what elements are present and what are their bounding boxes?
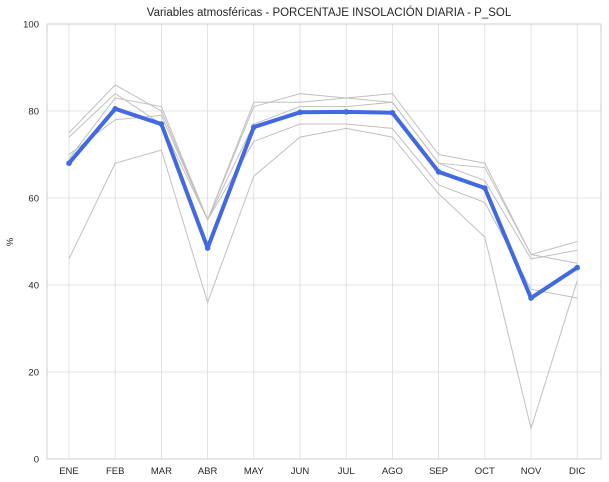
x-tick-label: MAY [244,466,265,477]
main-series-point [574,264,580,271]
grid-layer [47,24,601,459]
main-series-point [343,109,350,115]
main-series-point [297,109,303,116]
x-tick-label: JUL [338,466,355,477]
main-series-group [66,106,580,301]
x-tick-label: OCT [475,466,495,477]
y-tick-label: 60 [28,194,39,205]
main-series-line [67,106,580,301]
y-tick-label: 100 [23,20,39,31]
main-series-point [66,160,72,166]
main-series-point [435,169,442,175]
x-tick-label: JUN [291,466,310,477]
x-tick-label: NOV [521,466,542,477]
y-tick-label: 20 [28,368,39,379]
main-series-point [482,185,488,191]
plot-area-frame [46,23,602,460]
main-series-point [251,124,257,130]
x-tick-label: FEB [106,466,124,477]
background-series-line [68,92,578,260]
chart-title: Variables atmosféricas - PORCENTAJE INSO… [147,6,512,19]
x-tick-label: AGO [382,466,403,477]
main-series-point [112,106,118,112]
main-series-point [528,295,534,301]
main-series-point [158,121,165,127]
y-axis-label: % [5,237,16,246]
main-series-point [389,109,396,116]
y-tick-label: 40 [28,281,39,292]
main-series-point [204,245,211,251]
y-tick-label: 0 [34,455,39,466]
background-series-line [68,84,578,264]
x-tick-labels: ENE FEB MAR ABR MAY JUN JUL AGO SEP OCT NOV DIC [59,466,585,477]
x-tick-label: MAR [151,466,172,477]
x-tick-label: DIC [569,466,586,477]
y-tick-label: 80 [28,107,39,118]
background-series-group [68,84,578,431]
background-series-line [68,114,578,299]
x-tick-label: ABR [198,466,218,477]
background-series-line [68,93,578,256]
y-tick-labels: 0 20 40 60 80 100 [23,20,39,466]
x-tick-label: ENE [59,466,79,477]
background-series-line [68,127,578,431]
x-tick-label: SEP [429,466,448,477]
